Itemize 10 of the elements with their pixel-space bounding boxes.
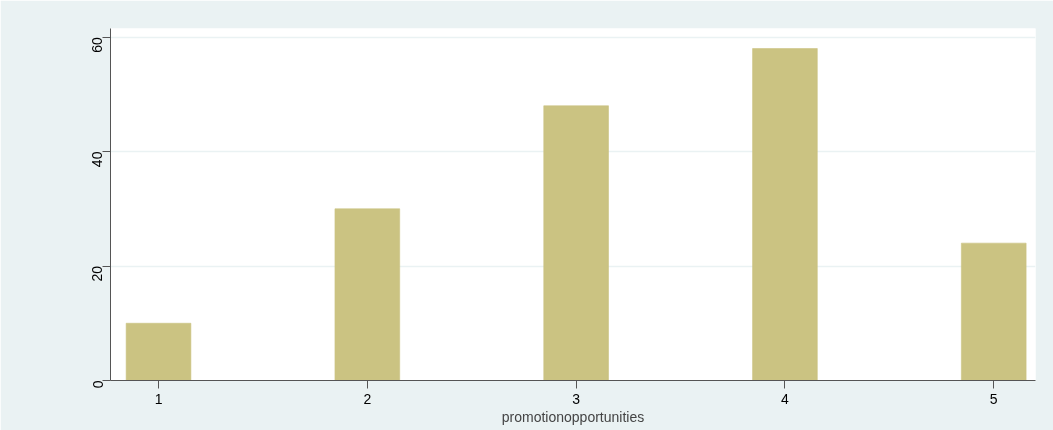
x-axis-title: promotionopportunities: [501, 408, 645, 425]
y-tick-label: 20: [89, 265, 106, 282]
y-tick-label: 60: [89, 36, 106, 53]
x-tick-label: 1: [154, 390, 163, 407]
x-tick-label: 4: [781, 390, 790, 407]
y-tick-label: 0: [89, 380, 106, 389]
x-tick-label: 3: [572, 390, 581, 407]
y-tick-label: 40: [89, 151, 106, 168]
x-tick-label: 2: [363, 390, 372, 407]
x-tick-label: 5: [989, 390, 998, 407]
